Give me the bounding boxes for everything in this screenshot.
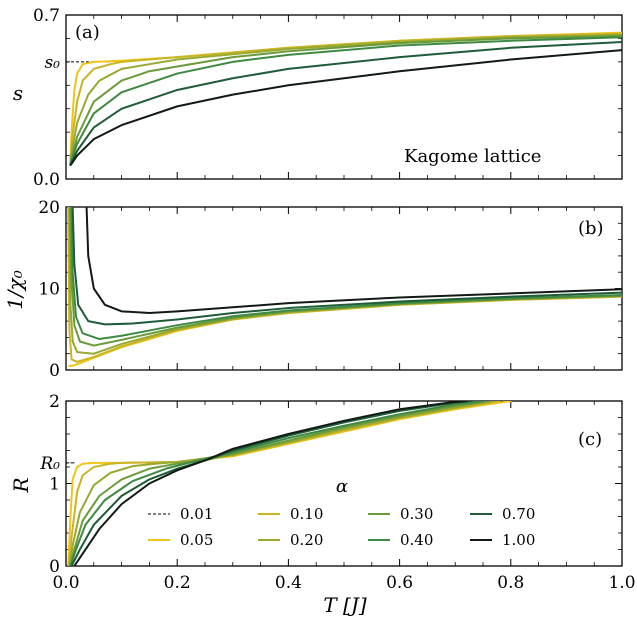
legend-label-0.10: 0.10 <box>290 505 323 523</box>
series-line-0.70 <box>71 207 622 326</box>
x-tick-label: 0.2 <box>164 573 191 593</box>
series-line-1.00 <box>73 401 468 566</box>
y-tick-label: 2 <box>49 392 60 412</box>
legend-label-0.05: 0.05 <box>180 531 213 549</box>
series-line-0.05 <box>69 31 622 162</box>
x-tick-label: 0.6 <box>386 573 413 593</box>
legend-title: α <box>336 476 348 497</box>
panel-a-lines <box>66 31 622 166</box>
y-tick-label: 20 <box>38 198 60 218</box>
panel-b-lines <box>67 207 622 367</box>
y-tick-label: 0.0 <box>33 170 60 190</box>
series-line-1.00 <box>69 49 622 166</box>
kagome-lattice-annotation: Kagome lattice <box>404 146 541 167</box>
x-tick-label: 1.0 <box>608 573 635 593</box>
series-line-0.30 <box>69 35 622 165</box>
series-line-0.40 <box>70 207 622 341</box>
y-tick-label: 0 <box>49 361 60 381</box>
panel-c-tag: (c) <box>578 429 602 450</box>
series-line-0.20 <box>68 207 622 355</box>
series-line-0.30 <box>69 207 622 347</box>
series-lines <box>66 401 512 566</box>
panel-a-ylabel: s <box>13 81 23 105</box>
panel-a-tag: (a) <box>75 22 100 43</box>
legend-label-0.40: 0.40 <box>400 531 433 549</box>
y-tick-label: 0.7 <box>33 6 60 26</box>
series-line-1.00 <box>85 207 622 314</box>
x-tick-label: 0.4 <box>275 573 302 593</box>
legend-label-0.20: 0.20 <box>290 531 323 549</box>
reference-label: s₀ <box>44 53 60 73</box>
panel-b-ticks: 0 10 20 <box>38 198 623 381</box>
series-line-0.10 <box>67 207 622 363</box>
reference-label: R₀ <box>39 454 60 474</box>
panel-b-ylabel: 1/χ₀ <box>3 270 27 310</box>
x-tick-label: 0.0 <box>52 573 79 593</box>
panel-a: (a) Kagome lattice s 0.0 0.7 s₀ <box>13 6 623 190</box>
legend-label-0.01: 0.01 <box>180 505 213 523</box>
panel-b: (b) 1/χ₀ 0 10 20 <box>3 198 623 381</box>
series-line-0.70 <box>69 40 622 166</box>
panel-a-ticks: 0.0 0.7 s₀ <box>33 6 623 190</box>
series-line-0.20 <box>68 401 496 566</box>
legend-label-0.30: 0.30 <box>400 505 433 523</box>
legend: α 0.01 0.05 0.10 0.20 0.30 0.40 0.70 1.00 <box>148 476 535 549</box>
legend-label-0.70: 0.70 <box>502 505 535 523</box>
y-tick-label: 0 <box>49 557 60 577</box>
series-line-0.10 <box>69 32 622 164</box>
legend-label-1.00: 1.00 <box>502 531 535 549</box>
x-axis-label: T [J] <box>323 593 367 617</box>
series-line-0.20 <box>69 33 622 164</box>
panel-c-lines <box>66 401 512 566</box>
series-lines <box>67 207 622 367</box>
panel-c-ylabel: R <box>9 477 33 493</box>
series-line-0.40 <box>69 401 484 566</box>
panel-b-frame <box>65 206 623 371</box>
panel-b-tag: (b) <box>578 218 604 239</box>
x-tick-label: 0.8 <box>497 573 524 593</box>
y-tick-label: 10 <box>38 280 60 300</box>
y-tick-label: 1 <box>49 475 60 495</box>
series-lines <box>66 31 622 166</box>
series-line-0.10 <box>67 401 501 566</box>
series-line-0.40 <box>69 36 622 165</box>
